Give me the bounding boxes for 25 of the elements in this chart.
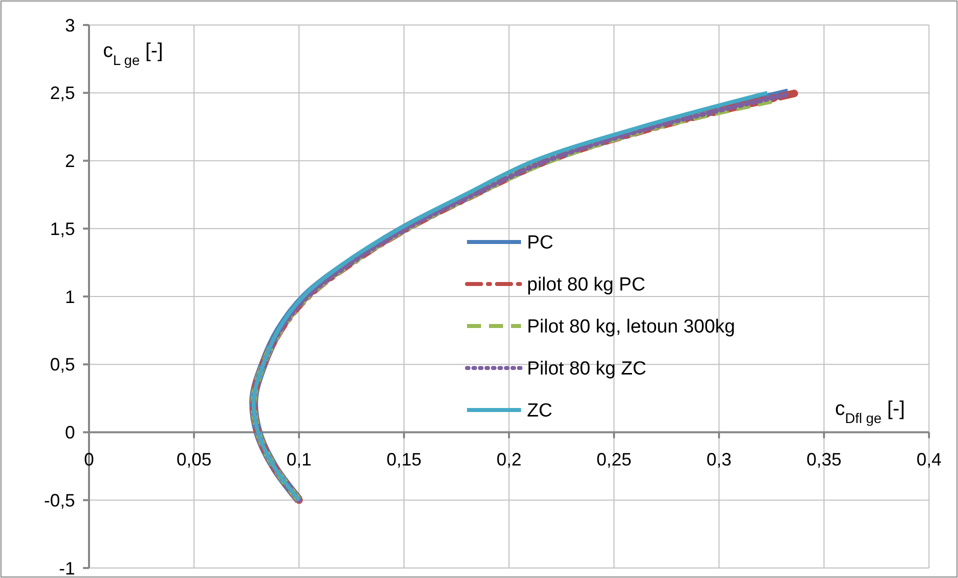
x-tick-label: 0,15 — [386, 449, 422, 470]
legend-label: PC — [527, 232, 554, 254]
x-tick-label: 0,2 — [496, 449, 522, 470]
y-tick-label: 2 — [64, 151, 75, 172]
x-tick-label: 0,35 — [806, 449, 842, 470]
legend-label: Pilot 80 kg ZC — [527, 358, 646, 380]
x-tick-label: 0,4 — [916, 449, 942, 470]
x-tick-label: 0,05 — [176, 449, 212, 470]
y-tick-label: 1 — [64, 286, 75, 307]
x-tick-label: 0 — [84, 449, 94, 470]
y-tick-label: -0,5 — [44, 490, 75, 510]
x-axis-title: c$_{Dfl ge}$ [-] — [835, 398, 905, 426]
x-tick-label: 0,1 — [286, 449, 312, 470]
y-tick-label: 3 — [64, 15, 75, 36]
legend-label: ZC — [527, 400, 552, 422]
legend-label: Pilot 80 kg, letoun 300kg — [527, 316, 736, 338]
y-tick-label: 2,5 — [50, 83, 75, 104]
legend-label: pilot 80 kg PC — [527, 274, 646, 296]
y-axis-title: c$_{L ge}$ [-] — [103, 40, 164, 68]
y-tick-label: -1 — [58, 558, 75, 578]
y-tick-label: 0,5 — [50, 354, 75, 375]
x-tick-label: 0,3 — [706, 449, 732, 470]
x-tick-label: 0,25 — [596, 449, 632, 470]
y-tick-label: 1,5 — [50, 218, 75, 239]
y-tick-label: 0 — [64, 422, 75, 443]
